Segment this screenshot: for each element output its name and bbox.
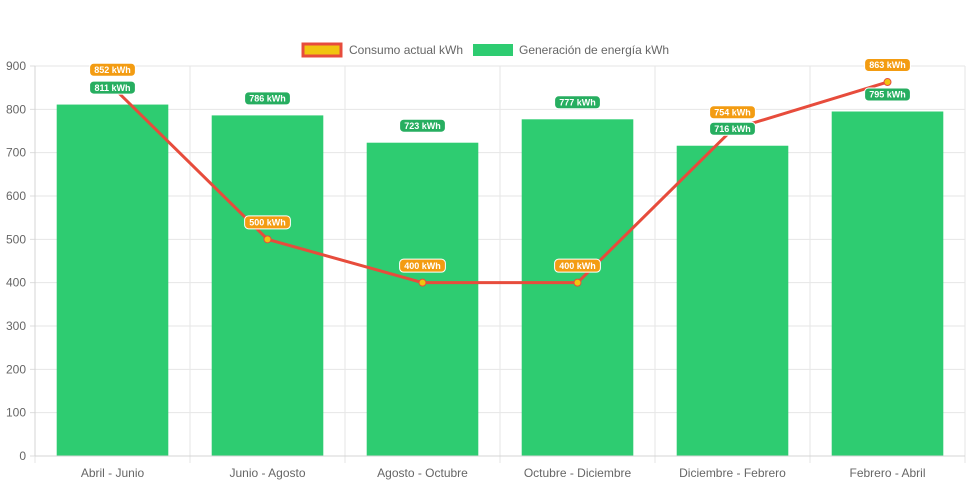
bar-generacion[interactable]: [211, 115, 324, 457]
data-label-consumo-bg: [399, 258, 446, 273]
data-label-consumo-bg: [554, 258, 601, 273]
bar-generacion[interactable]: [521, 119, 634, 457]
point-consumo[interactable]: [573, 278, 582, 287]
y-tick-label: 300: [6, 319, 26, 333]
y-tick-label: 700: [6, 146, 26, 160]
legend-swatch-consumo: [301, 42, 343, 58]
data-label-generacion-text: 811 kWh: [94, 83, 130, 93]
data-label-consumo-bg: [864, 58, 911, 73]
point-consumo[interactable]: [418, 278, 427, 287]
data-label-consumo: 863 kWh: [864, 58, 911, 73]
data-label-generacion-bg: [709, 121, 756, 136]
y-tick-label: 400: [6, 276, 26, 290]
data-label-generacion-text: 786 kWh: [249, 94, 286, 104]
y-tick-label: 500: [6, 232, 26, 246]
data-label-consumo: 754 kWh: [709, 105, 756, 120]
legend: Consumo actual kWh Generación de energía…: [301, 42, 669, 58]
y-tick-label: 200: [6, 362, 26, 376]
data-label-consumo: 400 kWh: [554, 258, 601, 273]
y-tick-label: 600: [6, 189, 26, 203]
axes: 0 100 200 300 400 500 600 700 800 900 Abril - Juni…: [6, 59, 965, 480]
x-tick-label: Octubre - Diciembre: [524, 466, 632, 480]
data-label-generacion-text: 716 kWh: [714, 124, 751, 134]
data-label-consumo-text: 500 kWh: [249, 218, 286, 228]
point-consumo[interactable]: [263, 235, 272, 244]
data-label-consumo-bg: [244, 215, 291, 230]
data-label-generacion-bg: [89, 80, 136, 95]
y-tick-label: 100: [6, 406, 26, 420]
legend-swatch-generacion: [473, 44, 513, 56]
data-label-consumo-text: 400 kWh: [559, 261, 596, 271]
data-label-consumo-text: 852 kWh: [94, 65, 131, 75]
data-label-generacion: 723 kWh: [399, 118, 446, 133]
bar-generacion[interactable]: [366, 142, 479, 456]
data-label-generacion-bg: [399, 118, 446, 133]
data-label-generacion-bg: [864, 87, 911, 102]
data-label-consumo-text: 863 kWh: [869, 60, 906, 70]
bar-generacion[interactable]: [56, 104, 169, 457]
data-label-generacion: 795 kWh: [864, 87, 911, 102]
data-label-consumo: 852 kWh: [89, 62, 136, 77]
data-label-consumo: 400 kWh: [399, 258, 446, 273]
legend-item-consumo[interactable]: Consumo actual kWh: [301, 42, 463, 58]
data-label-generacion-text: 723 kWh: [404, 121, 441, 131]
gridlines: [34, 65, 966, 463]
legend-label-consumo: Consumo actual kWh: [349, 43, 463, 57]
data-label-generacion-bg: [244, 91, 291, 106]
legend-label-generacion: Generación de energía kWh: [519, 43, 669, 57]
data-label-consumo-text: 754 kWh: [714, 107, 751, 117]
legend-item-generacion[interactable]: Generación de energía kWh: [473, 43, 669, 57]
bar-generacion[interactable]: [676, 145, 789, 456]
data-label-consumo: 500 kWh: [244, 215, 291, 230]
y-tick-label: 0: [19, 449, 26, 463]
data-label-generacion: 786 kWh: [244, 91, 291, 106]
bar-series: [56, 104, 944, 457]
x-tick-label: Agosto - Octubre: [377, 466, 468, 480]
data-label-generacion: 716 kWh: [709, 121, 756, 136]
data-label-generacion-text: 777 kWh: [559, 98, 596, 108]
data-label-generacion: 777 kWh: [554, 95, 601, 110]
data-label-consumo-text: 400 kWh: [404, 261, 441, 271]
data-label-generacion-bg: [554, 95, 601, 110]
x-tick-label: Diciembre - Febrero: [679, 466, 786, 480]
data-label-generacion: 811 kWh: [89, 80, 136, 95]
data-label-generacion-text: 795 kWh: [869, 90, 906, 100]
x-tick-label: Febrero - Abril: [849, 466, 925, 480]
bar-generacion[interactable]: [831, 111, 944, 457]
x-tick-label: Abril - Junio: [81, 466, 145, 480]
data-label-consumo-bg: [89, 62, 136, 77]
y-tick-label: 900: [6, 59, 26, 73]
point-consumo[interactable]: [883, 78, 892, 87]
line-consumo: [111, 80, 888, 285]
y-tick-label: 800: [6, 102, 26, 116]
data-label-consumo-bg: [709, 105, 756, 120]
x-tick-label: Junio - Agosto: [229, 466, 305, 480]
data-labels: 811 kWh 786 kWh 723 kWh 777 kWh 716 kWh 795 k…: [89, 58, 911, 273]
